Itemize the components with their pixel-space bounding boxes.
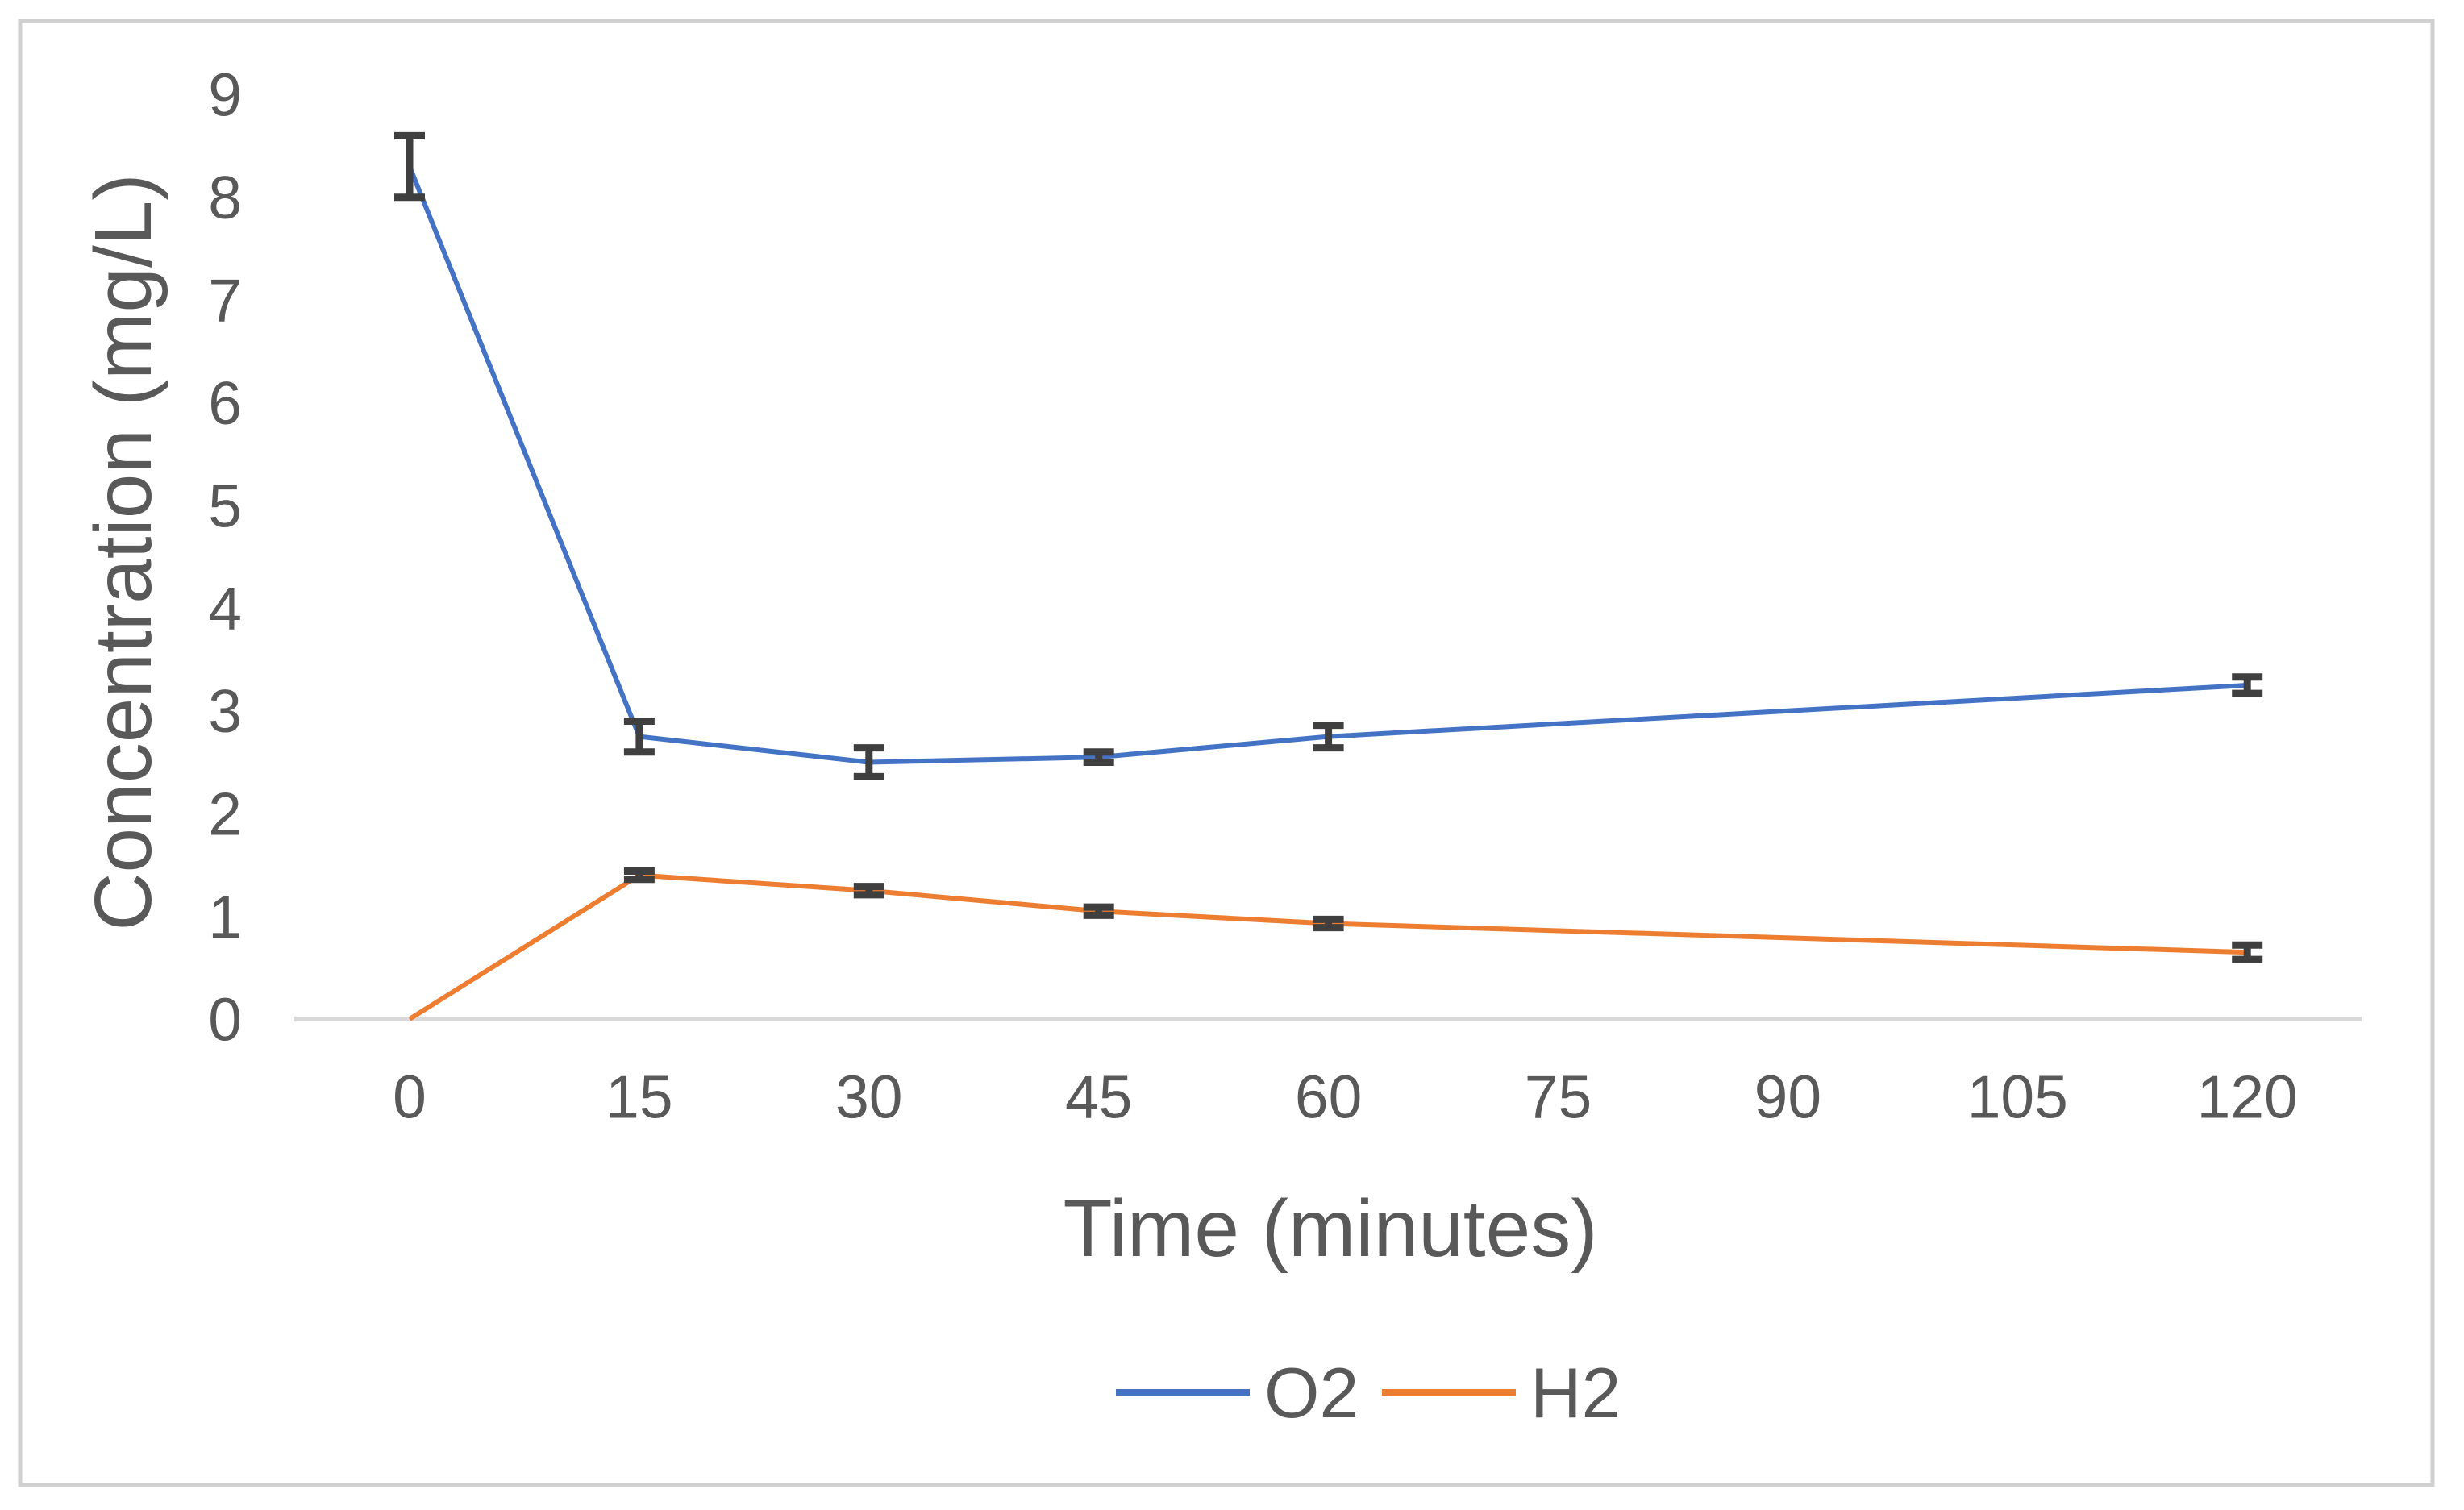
y-tick-label: 2 (208, 780, 242, 847)
error-bar-o2 (394, 131, 425, 202)
error-bar-o2 (2232, 673, 2263, 697)
y-tick-label: 4 (208, 575, 242, 643)
y-tick-label: 3 (208, 677, 242, 745)
error-bar-h2 (2232, 941, 2263, 963)
y-tick-label: 9 (208, 61, 242, 129)
x-tick-label: 45 (1065, 1063, 1132, 1130)
series-line-o2 (407, 165, 2248, 765)
y-tick-label: 0 (208, 985, 242, 1053)
error-bar-h2 (623, 867, 655, 884)
x-tick-label: 90 (1754, 1063, 1821, 1130)
x-tick-label: 105 (1967, 1063, 2068, 1130)
error-bar-h2 (1083, 903, 1114, 919)
error-bar-h2 (853, 883, 884, 899)
legend: O2 H2 (1116, 1353, 1621, 1433)
x-axis-title: Time (minutes) (1063, 1183, 1597, 1274)
x-tick-label: 75 (1525, 1063, 1592, 1130)
x-tick-label: 60 (1295, 1063, 1362, 1130)
y-tick-label: 7 (208, 266, 242, 334)
y-tick-label: 8 (208, 164, 242, 231)
figure-border (18, 19, 2435, 1487)
y-axis-title: Concentration (mg/L) (78, 173, 169, 930)
y-tick-label: 5 (208, 472, 242, 539)
error-bar-o2 (1313, 722, 1344, 752)
legend-label-o2: O2 (1264, 1353, 1359, 1433)
error-bar-o2 (853, 744, 884, 780)
y-tick-label: 6 (208, 369, 242, 437)
x-tick-label: 120 (2197, 1063, 2298, 1130)
x-tick-label: 30 (835, 1063, 902, 1130)
x-tick-label: 15 (606, 1063, 672, 1130)
error-bar-h2 (1313, 915, 1344, 932)
legend-label-h2: H2 (1530, 1353, 1621, 1433)
y-tick-label: 1 (208, 883, 242, 951)
error-bar-o2 (1083, 748, 1114, 766)
x-tick-label: 0 (393, 1063, 427, 1130)
error-bar-o2 (623, 718, 655, 756)
series-line-h2 (408, 872, 2248, 1021)
